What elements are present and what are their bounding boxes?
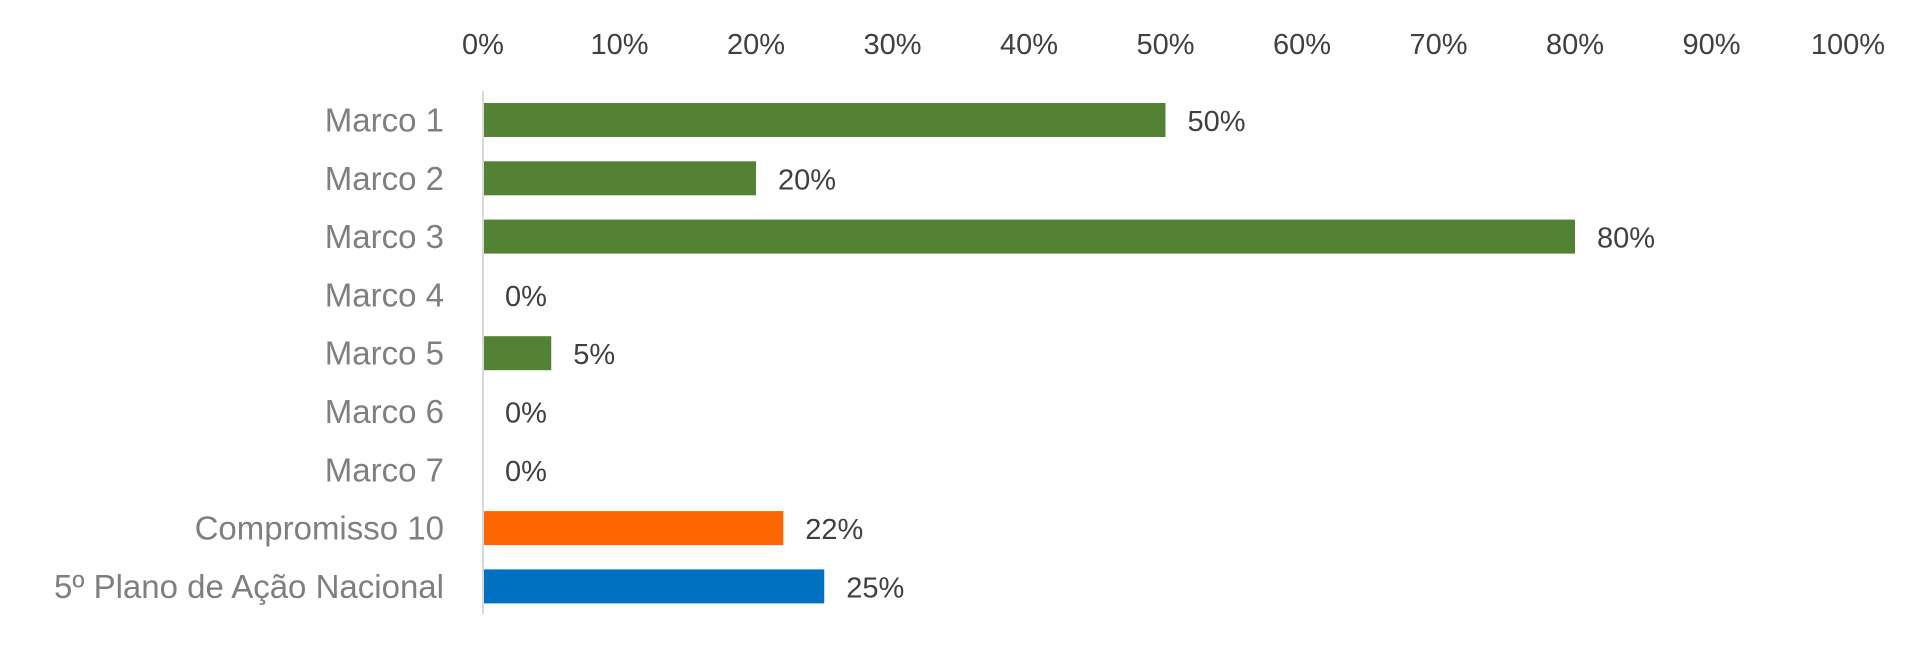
x-tick-label: 100% bbox=[1811, 29, 1885, 61]
data-label: 0% bbox=[505, 281, 547, 313]
category-labels: Marco 1 Marco 2 Marco 3 Marco 4 Marco 5 Marco… bbox=[54, 102, 444, 605]
category-label: Marco 4 bbox=[325, 276, 444, 313]
bar bbox=[484, 103, 1166, 137]
x-tick-label: 90% bbox=[1682, 29, 1740, 61]
category-label: Marco 5 bbox=[325, 335, 444, 372]
x-axis-ticks: 0% 10% 20% 30% 40% 50% 60% 70% 80% 90% 100% bbox=[462, 29, 1885, 61]
data-labels: 50% 20% 80% 0% 5% 0% 0% 22% 25% bbox=[505, 106, 1655, 604]
x-tick-label: 0% bbox=[462, 29, 504, 61]
bars bbox=[484, 103, 1575, 604]
data-label: 5% bbox=[573, 339, 615, 371]
data-label: 25% bbox=[846, 572, 904, 604]
bar bbox=[484, 219, 1575, 254]
category-label: Marco 1 bbox=[325, 102, 444, 139]
data-label: 0% bbox=[505, 398, 547, 430]
data-label: 22% bbox=[805, 514, 863, 546]
data-label: 80% bbox=[1597, 223, 1655, 255]
x-tick-label: 60% bbox=[1273, 29, 1331, 61]
x-tick-label: 40% bbox=[1000, 29, 1058, 61]
data-label: 0% bbox=[505, 456, 547, 488]
bar bbox=[484, 569, 825, 604]
category-label: Marco 7 bbox=[325, 451, 444, 488]
category-label: Marco 2 bbox=[325, 160, 444, 197]
bar bbox=[484, 336, 552, 371]
bar bbox=[484, 161, 756, 196]
category-label: Marco 3 bbox=[325, 218, 444, 255]
x-tick-label: 20% bbox=[727, 29, 785, 61]
x-tick-label: 50% bbox=[1136, 29, 1194, 61]
x-tick-label: 10% bbox=[590, 29, 648, 61]
x-tick-label: 70% bbox=[1409, 29, 1467, 61]
category-label: Marco 6 bbox=[325, 393, 444, 430]
x-tick-label: 80% bbox=[1546, 29, 1604, 61]
x-tick-label: 30% bbox=[863, 29, 921, 61]
category-label: Compromisso 10 bbox=[195, 510, 444, 547]
data-label: 20% bbox=[778, 164, 836, 196]
bar bbox=[484, 511, 784, 546]
category-label: 5º Plano de Ação Nacional bbox=[54, 568, 444, 605]
data-label: 50% bbox=[1188, 106, 1246, 138]
